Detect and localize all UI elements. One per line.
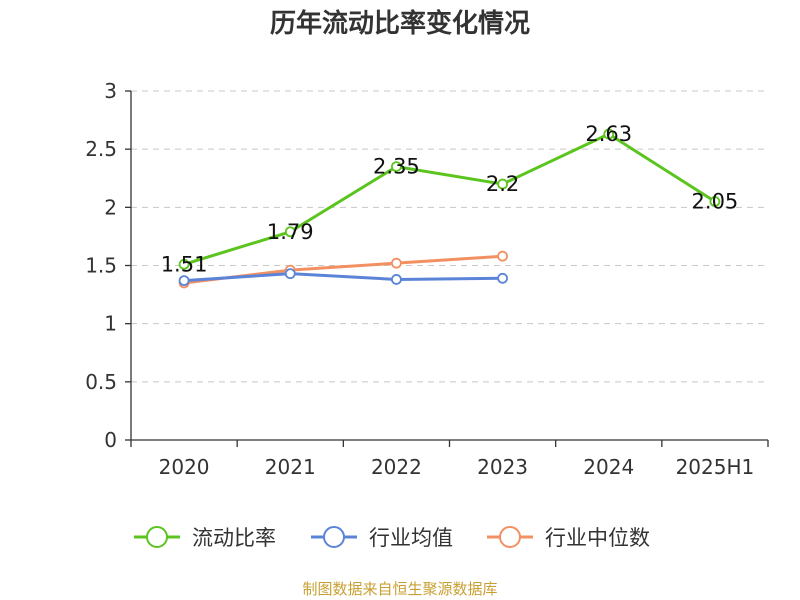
- data-point[interactable]: [497, 250, 508, 262]
- x-tick-label: 2025H1: [676, 455, 755, 479]
- legend-item[interactable]: 行业均值: [311, 526, 453, 550]
- x-tick-label: 2024: [583, 455, 634, 479]
- legend-marker: [146, 526, 168, 548]
- data-point[interactable]: [497, 272, 508, 284]
- y-tick-label: 3: [104, 79, 117, 103]
- data-point[interactable]: [497, 178, 508, 190]
- data-point[interactable]: [391, 274, 402, 285]
- legend-label: 流动比率: [192, 526, 276, 550]
- legend-label: 行业均值: [369, 526, 453, 550]
- legend-marker: [323, 526, 345, 548]
- legend-marker: [499, 526, 521, 548]
- x-tick-label: 2020: [159, 455, 210, 479]
- data-point[interactable]: [391, 161, 402, 173]
- y-tick-label: 1: [104, 312, 117, 336]
- data-labels: 1.51 1.79 2.35 2.2 2.63 2.05: [161, 122, 739, 276]
- x-tick-label: 2022: [371, 455, 422, 479]
- series: [178, 128, 721, 289]
- legend-item[interactable]: 行业中位数: [487, 526, 650, 550]
- data-label: 1.79: [267, 220, 314, 244]
- y-tick-label: 0: [104, 428, 117, 452]
- series-line: [183, 272, 503, 283]
- data-point[interactable]: [391, 257, 402, 269]
- data-label: 2.2: [486, 172, 519, 196]
- legend-item[interactable]: 流动比率: [134, 526, 276, 550]
- chart-title: 历年流动比率变化情况: [270, 8, 530, 39]
- y-tick-label: 1.5: [85, 254, 117, 278]
- source-note: 制图数据来自恒生聚源数据库: [302, 580, 497, 598]
- x-tick-label: 2023: [477, 455, 528, 479]
- data-point[interactable]: [284, 268, 296, 280]
- data-label: 2.35: [373, 155, 420, 179]
- data-point[interactable]: [284, 226, 296, 238]
- axes: 0 0.5 1 1.5 2 2.5 3 2020 2021 2022 2023 2024 2025H1: [85, 79, 769, 479]
- series-line: [183, 132, 716, 266]
- legend-label: 行业中位数: [545, 526, 650, 550]
- data-label: 2.05: [692, 190, 739, 214]
- data-label: 2.63: [585, 122, 632, 146]
- data-point[interactable]: [178, 258, 190, 270]
- y-tick-label: 2.5: [85, 137, 117, 161]
- data-point[interactable]: [603, 128, 615, 140]
- legend[interactable]: 流动比率 行业均值 行业中位数: [134, 526, 650, 550]
- data-point[interactable]: [709, 196, 721, 207]
- data-point[interactable]: [178, 275, 190, 287]
- y-tick-label: 2: [104, 195, 117, 219]
- grid: [131, 90, 768, 383]
- data-label: 1.51: [161, 252, 208, 276]
- x-tick-label: 2021: [265, 455, 316, 479]
- y-tick-label: 0.5: [85, 370, 117, 394]
